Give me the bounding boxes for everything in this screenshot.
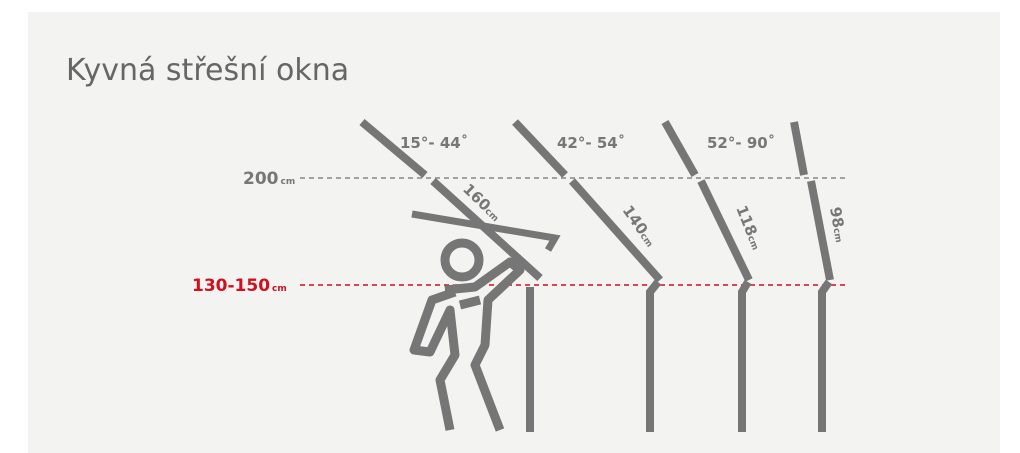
sash [697,179,753,282]
level-value: 200 [243,169,279,189]
level-unit: cm [272,284,287,294]
roof [790,121,808,176]
level-label: 130-150 cm [192,276,287,296]
length-unit: cm [831,227,843,243]
angle: 52°- 90˚ [707,134,775,152]
sash [569,178,663,283]
open-sash [411,210,561,252]
head [440,238,484,282]
level-label: 200 cm [243,169,295,189]
roof [661,120,699,177]
length-value: 98 [826,206,847,230]
wall [738,279,752,432]
level-value: 130-150 [192,276,270,296]
windows [359,118,834,432]
roof [512,119,568,178]
body [409,257,525,432]
sash [807,180,834,281]
title: Kyvná střešní okna [66,53,349,88]
level-unit: cm [281,177,296,187]
wall [646,279,662,432]
angle: 42°- 54˚ [557,134,625,152]
roof [359,118,428,179]
wall [818,279,833,432]
angle: 15°- 44˚ [400,134,468,152]
length: 98cm [826,206,850,244]
person [409,238,525,432]
